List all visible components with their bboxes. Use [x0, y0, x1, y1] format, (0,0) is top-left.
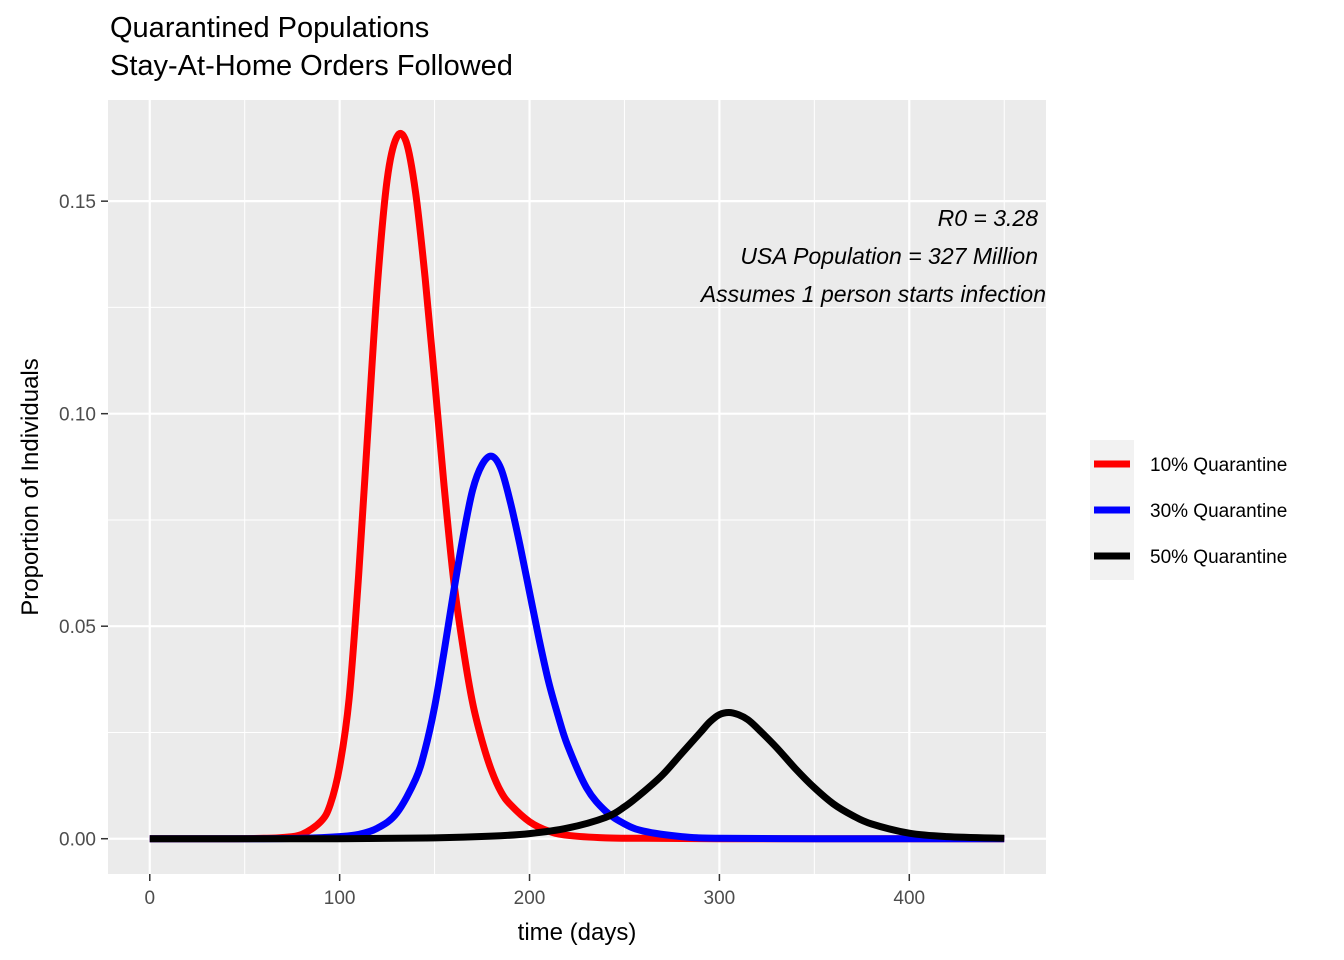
series-line-50-quarantine: [149, 708, 1005, 843]
y-tick-label: 0.00: [59, 830, 96, 851]
annotation-text: R0 = 3.28: [938, 205, 1039, 231]
series-lines: [149, 130, 1005, 843]
legend-label: 50% Quarantine: [1150, 547, 1287, 568]
series-line-10-quarantine: [149, 130, 1005, 843]
y-tick-label: 0.05: [59, 617, 96, 638]
annotation-text: USA Population = 327 Million: [740, 243, 1038, 269]
chart-title: Quarantined Populations: [110, 12, 430, 44]
annotation-text: Assumes 1 person starts infection: [699, 281, 1046, 307]
annotations: R0 = 3.28 USA Population = 327 Million Ass…: [699, 205, 1046, 307]
y-tick-label: 0.15: [59, 192, 96, 213]
x-tick-label: 200: [514, 888, 546, 909]
y-axis-title: Proportion of Individuals: [17, 358, 44, 615]
y-axis: 0.00 0.05 0.10 0.15: [59, 192, 108, 851]
minor-gridlines: [108, 100, 1046, 874]
legend-label: 30% Quarantine: [1150, 501, 1287, 522]
x-tick-label: 100: [324, 888, 356, 909]
y-tick-label: 0.10: [59, 405, 96, 426]
plot-panel: [108, 100, 1046, 874]
series-line-30-quarantine: [149, 452, 1005, 843]
major-gridlines: [108, 100, 1046, 874]
legend-label: 10% Quarantine: [1150, 455, 1287, 476]
legend: 10% Quarantine 30% Quarantine 50% Quaranti…: [1090, 440, 1287, 580]
x-tick-label: 300: [704, 888, 736, 909]
chart-subtitle: Stay-At-Home Orders Followed: [110, 50, 513, 82]
x-axis: 0 100 200 300 400: [144, 874, 925, 909]
x-tick-label: 400: [893, 888, 925, 909]
x-axis-title: time (days): [518, 919, 637, 946]
x-tick-label: 0: [144, 888, 155, 909]
